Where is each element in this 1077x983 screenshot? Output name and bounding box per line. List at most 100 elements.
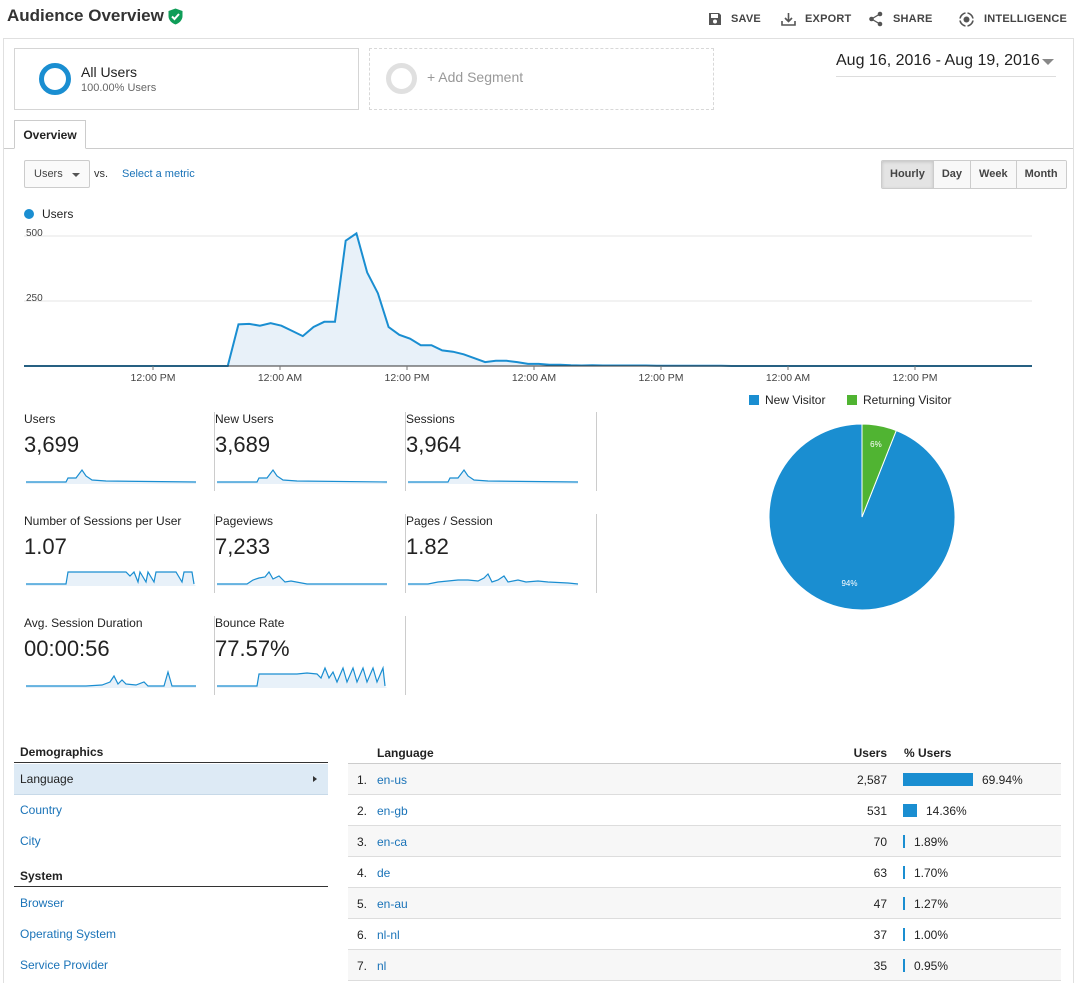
nav-item-language[interactable]: Language <box>14 764 328 795</box>
granularity-day[interactable]: Day <box>932 161 971 188</box>
row-users: 47 <box>873 897 887 911</box>
export-label: EXPORT <box>805 13 852 25</box>
language-link[interactable]: nl <box>377 959 387 973</box>
tab-overview[interactable]: Overview <box>14 120 86 149</box>
metric-label: Number of Sessions per User <box>24 514 182 528</box>
tab-divider <box>4 148 1073 149</box>
row-users: 63 <box>873 866 887 880</box>
returning-visitor-swatch <box>847 395 857 405</box>
users-legend-label: Users <box>42 207 74 221</box>
metric-card[interactable]: Bounce Rate 77.57% <box>215 616 406 695</box>
segment-ring-icon <box>39 63 71 95</box>
metric-value: 7,233 <box>215 534 271 559</box>
row-number: 5. <box>357 897 368 911</box>
metric-card[interactable]: Pages / Session 1.82 <box>406 514 597 593</box>
page-title: Audience Overview <box>7 6 164 25</box>
table-row: 7. nl 35 0.95% <box>348 950 1061 981</box>
table-row: 4. de 63 1.70% <box>348 857 1061 888</box>
nav-item-country[interactable]: Country <box>20 803 63 817</box>
nav-item-city[interactable]: City <box>20 834 41 848</box>
row-users: 2,587 <box>856 773 887 787</box>
row-pct-users: 0.95% <box>914 959 949 973</box>
pct-users-bar <box>903 773 973 786</box>
chevron-down-icon <box>1042 59 1054 65</box>
pie-slice-returning-visitor[interactable] <box>861 423 897 518</box>
language-link[interactable]: en-au <box>377 897 408 911</box>
metric-card[interactable]: Pageviews 7,233 <box>215 514 406 593</box>
metric-value: 1.07 <box>24 534 67 559</box>
pct-users-bar <box>903 928 905 941</box>
language-link[interactable]: nl-nl <box>377 928 400 942</box>
row-pct-users: 1.27% <box>914 897 949 911</box>
metric-card[interactable]: New Users 3,689 <box>215 412 406 491</box>
caret-down-icon <box>72 173 80 177</box>
table-row: 3. en-ca 70 1.89% <box>348 826 1061 857</box>
metric-select[interactable]: Users <box>24 160 90 188</box>
pie-legend-returning: Returning Visitor <box>847 393 952 407</box>
metric-select-value: Users <box>34 168 63 180</box>
save-label: SAVE <box>731 13 761 25</box>
pie-slice-label: 6% <box>870 440 882 449</box>
metric-sparkline <box>26 468 197 484</box>
returning-visitor-label: Returning Visitor <box>863 393 952 407</box>
segment-all-users[interactable]: All Users 100.00% Users <box>14 48 359 110</box>
row-users: 531 <box>866 804 887 818</box>
metric-card[interactable]: Sessions 3,964 <box>406 412 597 491</box>
metric-label: Users <box>24 412 56 426</box>
language-link[interactable]: en-gb <box>377 804 408 818</box>
x-tick-label: 12:00 PM <box>893 372 938 384</box>
granularity-week[interactable]: Week <box>970 161 1016 188</box>
metric-sparkline <box>217 468 388 484</box>
x-tick-label: 12:00 PM <box>385 372 430 384</box>
metric-card[interactable]: Users 3,699 <box>24 412 215 491</box>
new-visitor-label: New Visitor <box>765 393 826 407</box>
table-row: 6. nl-nl 37 1.00% <box>348 919 1061 950</box>
row-pct-users: 1.89% <box>914 835 949 849</box>
row-users: 35 <box>873 959 887 973</box>
sparkline-fill <box>26 572 196 586</box>
report-frame <box>3 38 1074 983</box>
pie-legend-new: New Visitor <box>749 393 825 407</box>
intelligence-icon <box>958 10 975 28</box>
nav-item-service-provider[interactable]: Service Provider <box>20 958 109 972</box>
metric-card[interactable]: Number of Sessions per User 1.07 <box>24 514 215 593</box>
sparkline-fill <box>26 470 196 484</box>
granularity-hourly[interactable]: Hourly <box>882 161 933 188</box>
intelligence-label: INTELLIGENCE <box>984 13 1068 25</box>
metric-card[interactable]: Avg. Session Duration 00:00:56 <box>24 616 215 695</box>
share-icon <box>869 11 883 27</box>
intelligence-button[interactable]: INTELLIGENCE <box>958 10 1067 28</box>
granularity-month[interactable]: Month <box>1015 161 1066 188</box>
metric-value: 1.82 <box>406 534 449 559</box>
export-button[interactable]: EXPORT <box>781 10 851 28</box>
row-number: 2. <box>357 804 368 818</box>
metric-label: Sessions <box>406 412 455 426</box>
add-segment-label: + Add Segment <box>427 69 524 85</box>
verified-shield-icon <box>168 8 183 25</box>
select-metric-link[interactable]: Select a metric <box>122 168 195 180</box>
chevron-right-icon <box>313 776 317 782</box>
sparkline-fill <box>217 572 387 586</box>
nav-item-operating-system[interactable]: Operating System <box>20 927 117 941</box>
x-tick-label: 12:00 AM <box>766 372 810 384</box>
row-number: 1. <box>357 773 368 787</box>
add-segment-button[interactable]: + Add Segment <box>369 48 714 110</box>
metric-value: 3,964 <box>406 432 462 457</box>
language-link[interactable]: en-us <box>377 773 408 787</box>
sparkline-fill <box>217 668 387 688</box>
share-button[interactable]: SHARE <box>868 10 933 28</box>
metric-label: New Users <box>215 412 274 426</box>
metric-label: Pageviews <box>215 514 274 528</box>
sparkline-line <box>26 570 195 585</box>
language-link[interactable]: de <box>377 866 391 880</box>
metric-value: 77.57% <box>215 636 290 661</box>
save-button[interactable]: SAVE <box>708 10 761 28</box>
users-legend-swatch <box>24 209 34 219</box>
date-range-picker[interactable]: Aug 16, 2016 - Aug 19, 2016 <box>836 52 1056 77</box>
nav-item-browser[interactable]: Browser <box>20 896 65 910</box>
metric-sparkline <box>217 665 387 688</box>
table-row: 5. en-au 47 1.27% <box>348 888 1061 919</box>
y-tick-label: 250 <box>26 293 43 304</box>
language-link[interactable]: en-ca <box>377 835 408 849</box>
sparkline-line <box>217 468 388 483</box>
